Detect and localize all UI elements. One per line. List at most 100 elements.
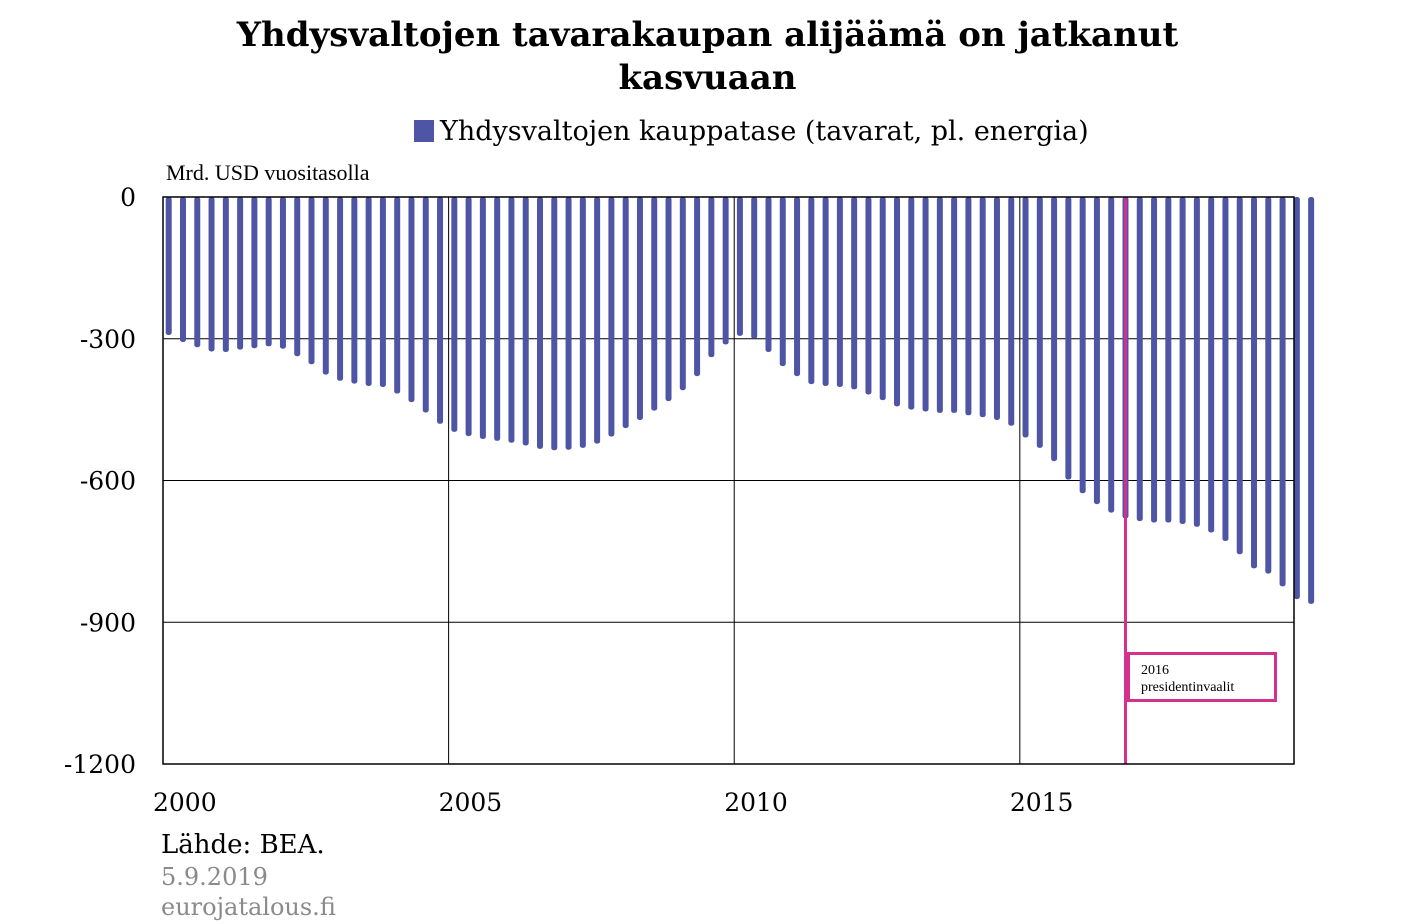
- bar: [751, 197, 758, 339]
- bar: [1136, 197, 1143, 522]
- publish-date: 5.9.2019: [161, 863, 268, 891]
- bar: [1022, 197, 1029, 438]
- bar: [665, 197, 672, 402]
- bar: [437, 197, 444, 424]
- bar: [522, 197, 529, 446]
- bar: [537, 197, 543, 449]
- bar: [1251, 197, 1258, 569]
- bar: [565, 197, 572, 450]
- bar: [379, 197, 386, 387]
- bar: [679, 197, 686, 391]
- chart-title-line-1: Yhdysvaltojen tavarakaupan alijäämä on j…: [236, 15, 1179, 55]
- bar: [1265, 197, 1272, 574]
- bar: [279, 197, 286, 349]
- bar: [479, 197, 486, 439]
- bar: [1008, 197, 1015, 426]
- bar: [1065, 197, 1072, 480]
- bar: [765, 197, 772, 352]
- bar: [294, 197, 301, 357]
- bar: [936, 197, 943, 413]
- y-axis-unit-label: Mrd. USD vuositasolla: [166, 160, 370, 185]
- bar: [722, 197, 729, 345]
- bar: [179, 197, 186, 343]
- bar: [1208, 197, 1215, 533]
- y-tick-label: -900: [80, 608, 136, 637]
- bar: [208, 197, 215, 352]
- bar: [736, 197, 743, 336]
- bar: [808, 197, 815, 385]
- bar: [836, 197, 843, 387]
- bar: [1193, 197, 1200, 527]
- bar: [494, 197, 501, 441]
- legend-label: Yhdysvaltojen kauppatase (tavarat, pl. e…: [440, 115, 1089, 147]
- bar: [1279, 197, 1286, 587]
- annotation-line-2: presidentinvaalit: [1141, 680, 1235, 695]
- bar: [1151, 197, 1158, 523]
- bar: [451, 197, 458, 432]
- bar: [1165, 197, 1172, 523]
- bar: [1093, 197, 1100, 505]
- x-tick-label: 2005: [439, 788, 503, 817]
- bar: [608, 197, 615, 437]
- bar: [865, 197, 872, 395]
- bar: [694, 197, 701, 377]
- chart-title: Yhdysvaltojen tavarakaupan alijäämä on j…: [0, 14, 1415, 100]
- bar: [822, 197, 829, 386]
- bar: [308, 197, 315, 365]
- bar: [237, 197, 244, 350]
- bar: [1036, 197, 1043, 448]
- bar: [422, 197, 429, 413]
- bar: [508, 197, 515, 443]
- annotation-line-1: 2016: [1141, 663, 1169, 678]
- legend: Yhdysvaltojen kauppatase (tavarat, pl. e…: [414, 113, 1089, 149]
- bar: [794, 197, 801, 377]
- bar: [993, 197, 1000, 421]
- y-tick-label: -300: [80, 325, 136, 354]
- bar: [1051, 197, 1058, 462]
- y-tick-label: -1200: [64, 750, 136, 779]
- bar: [579, 197, 586, 448]
- bar: [851, 197, 858, 390]
- y-tick-label: -600: [80, 467, 136, 496]
- bar: [594, 197, 601, 444]
- x-tick-label: 2015: [1010, 788, 1074, 817]
- bar: [879, 197, 886, 401]
- bar: [1179, 197, 1186, 524]
- bar: [1308, 197, 1315, 604]
- bar: [779, 197, 786, 367]
- bar: [394, 197, 401, 394]
- bar: [251, 197, 258, 349]
- bar: [465, 197, 472, 437]
- y-tick-label: 0: [120, 183, 136, 212]
- bar: [708, 197, 715, 358]
- bar: [1236, 197, 1243, 555]
- site-name: eurojatalous.fi: [161, 893, 336, 921]
- bar: [351, 197, 358, 384]
- bar: [265, 197, 272, 347]
- bar: [165, 197, 172, 335]
- x-tick-label: 2010: [724, 788, 788, 817]
- bar: [622, 197, 629, 429]
- bar: [337, 197, 344, 381]
- bar: [922, 197, 929, 412]
- bar: [965, 197, 972, 416]
- bar: [979, 197, 986, 418]
- bar: [908, 197, 915, 410]
- bar: [322, 197, 329, 375]
- bar: [365, 197, 372, 386]
- bar: [408, 197, 415, 403]
- bar: [951, 197, 958, 413]
- bar: [1079, 197, 1086, 494]
- x-tick-label: 2000: [153, 788, 217, 817]
- election-annotation-box: 2016 presidentinvaalit: [1127, 652, 1277, 702]
- bar: [1108, 197, 1115, 513]
- bar: [551, 197, 558, 451]
- chart-title-line-2: kasvuaan: [618, 58, 797, 98]
- bar: [651, 197, 658, 411]
- plot-frame: [162, 196, 1295, 765]
- bar: [194, 197, 201, 348]
- bar: [222, 197, 229, 352]
- legend-swatch: [414, 120, 434, 142]
- bar: [636, 197, 643, 421]
